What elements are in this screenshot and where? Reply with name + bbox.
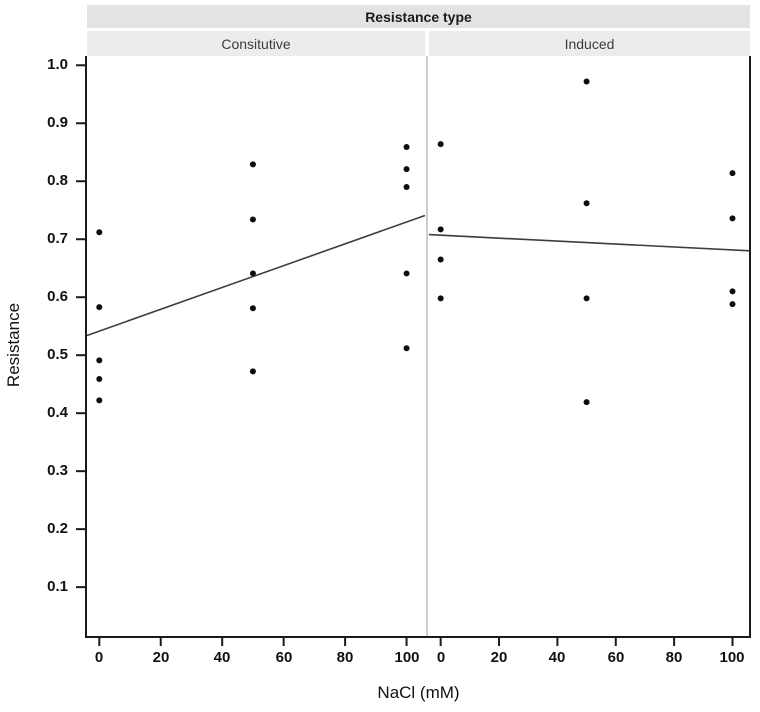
x-tick-label: 20: [152, 649, 170, 666]
y-tick-label: 0.5: [47, 346, 68, 363]
x-tick-label: 0: [94, 649, 104, 666]
x-tick-label: 80: [336, 649, 354, 666]
data-point: [403, 144, 410, 151]
data-point: [437, 256, 444, 263]
trend-line: [86, 214, 426, 337]
data-point: [437, 295, 444, 302]
y-tick-label: 0.3: [47, 462, 68, 479]
x-tick-label: 80: [665, 649, 683, 666]
data-point: [249, 270, 256, 277]
x-tick-label: 40: [548, 649, 566, 666]
x-tick-label: 60: [275, 649, 293, 666]
data-point: [583, 78, 590, 85]
data-point: [583, 200, 590, 207]
data-point: [249, 368, 256, 375]
y-tick-label: 0.2: [47, 520, 68, 537]
data-point: [583, 399, 590, 406]
data-point: [96, 375, 103, 382]
data-point: [403, 184, 410, 191]
y-tick-label: 1.0: [47, 56, 68, 73]
data-point: [249, 161, 256, 168]
data-point: [96, 304, 103, 311]
y-tick-label: 0.1: [47, 578, 68, 595]
x-tick-label: 20: [490, 649, 508, 666]
data-point: [249, 216, 256, 223]
x-axis-title: NaCl (mM): [377, 683, 460, 702]
data-point: [437, 141, 444, 148]
facet-strip-consitutive: Consitutive: [87, 31, 425, 56]
data-point: [729, 288, 736, 295]
y-tick-label: 0.7: [47, 230, 68, 247]
trend-line: [428, 233, 751, 252]
data-point: [249, 305, 256, 312]
y-tick-label: 0.6: [47, 288, 68, 305]
data-point: [96, 229, 103, 236]
data-point: [583, 295, 590, 302]
data-point: [403, 345, 410, 352]
data-point: [96, 357, 103, 364]
strip-title: Resistance type: [87, 5, 750, 28]
data-point: [96, 397, 103, 404]
data-point: [437, 226, 444, 233]
data-point: [729, 301, 736, 308]
x-tick-label: 0: [436, 649, 446, 666]
facet-strip-induced: Induced: [429, 31, 750, 56]
y-tick-label: 0.4: [47, 404, 68, 421]
x-tick-label: 100: [719, 649, 745, 666]
x-tick-label: 40: [213, 649, 231, 666]
y-tick-label: 0.9: [47, 114, 68, 131]
data-point: [729, 170, 736, 177]
y-tick-label: 0.8: [47, 172, 68, 189]
x-tick-label: 100: [394, 649, 420, 666]
x-tick-label: 60: [607, 649, 625, 666]
data-point: [403, 270, 410, 277]
data-point: [403, 166, 410, 173]
data-point: [729, 215, 736, 222]
